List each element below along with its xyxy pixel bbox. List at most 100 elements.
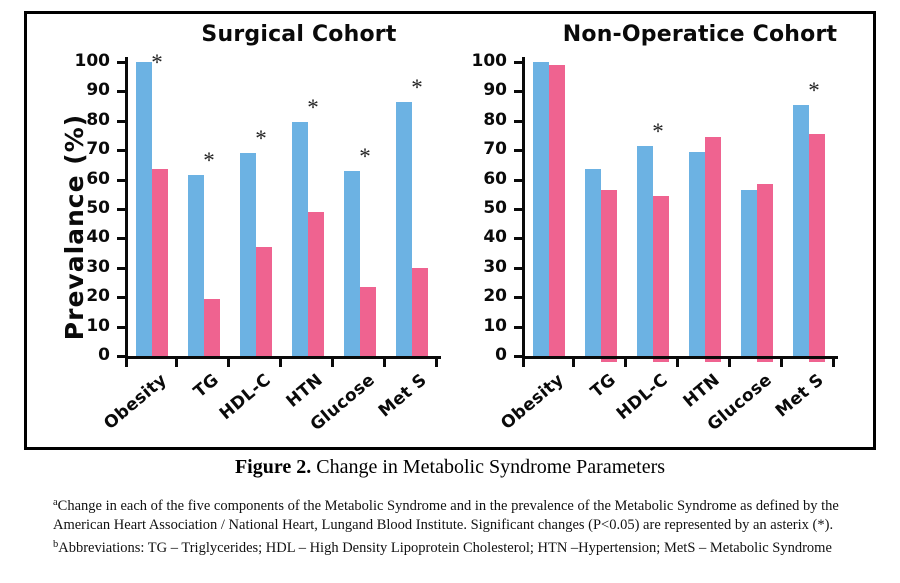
y-tick-label: 70 [483,139,507,160]
y-tick-label: 100 [74,51,111,71]
category-label: Met S [771,370,828,422]
y-tick-label: 80 [483,109,507,130]
category-label: HTN [282,370,327,412]
figure-caption: Figure 2. Change in Metabolic Syndrome P… [0,456,900,479]
y-axis-line [125,57,128,359]
bar-blue-met-s [793,105,809,356]
bar-blue-obesity [533,62,549,356]
significance-asterisk: * [411,74,423,100]
category-label: HDL-C [612,370,672,425]
y-tick-label: 50 [483,198,507,218]
y-tick-label: 0 [98,345,110,365]
y-tick-mark [117,149,125,153]
bar-pink-htn [705,137,721,362]
bar-blue-met-s [396,102,412,356]
bar-blue-glucose [741,190,757,356]
x-tick-mark [832,359,835,367]
significance-asterisk: * [203,148,215,174]
x-tick-mark [676,359,679,367]
significance-asterisk: * [307,95,319,121]
y-tick-mark [514,266,522,270]
y-tick-label: 100 [471,51,508,71]
y-tick-mark [514,325,522,329]
bar-blue-tg [188,175,204,356]
category-label: TG [586,370,620,403]
y-tick-mark [117,355,125,358]
significance-asterisk: * [359,143,371,169]
footnote-b-text: Abbreviations: TG – Triglycerides; HDL –… [58,540,832,556]
y-tick-label: 70 [86,139,110,160]
bar-blue-hdl-c [637,146,653,356]
significance-asterisk: * [151,50,163,75]
x-tick-mark [383,359,386,367]
y-tick-label: 60 [86,168,110,189]
category-label: HDL-C [215,370,275,425]
figure-caption-label: Figure 2. [234,456,312,478]
y-tick-mark [514,149,522,153]
y-tick-label: 10 [483,315,507,336]
y-tick-mark [117,296,125,300]
category-label: Glucose [703,370,776,436]
y-tick-label: 40 [483,227,507,248]
bar-pink-met-s [412,268,428,356]
chart-title: Surgical Cohort [201,22,397,47]
y-tick-label: 90 [86,80,110,101]
x-tick-mark [624,359,627,367]
y-tick-label: 90 [483,80,507,101]
y-tick-mark [514,119,522,123]
y-tick-mark [117,178,125,182]
y-tick-mark [117,266,125,270]
figure-footnotes: aChange in each of the five components o… [53,493,873,558]
y-tick-mark [514,90,522,94]
footnote-a-text-2: American Heart Association / National He… [53,517,834,533]
category-label: Obesity [497,370,568,434]
y-tick-label: 10 [86,315,110,336]
category-label: Obesity [100,370,171,434]
bar-pink-obesity [152,169,168,356]
y-tick-mark [514,296,522,300]
y-tick-mark [514,208,522,211]
category-label: Met S [374,370,431,422]
y-tick-mark [117,90,125,94]
y-axis-line [522,57,525,359]
y-tick-mark [514,178,522,182]
chart-title: Non-Operatice Cohort [562,22,838,47]
y-tick-label: 80 [86,109,110,130]
category-label: TG [189,370,223,403]
y-tick-mark [514,237,522,241]
bar-blue-glucose [344,171,360,356]
x-tick-mark [435,359,438,367]
bar-pink-hdl-c [256,247,272,356]
significance-asterisk: * [652,118,664,144]
y-tick-label: 60 [483,168,507,189]
bar-blue-tg [585,169,601,356]
y-tick-label: 0 [495,345,507,365]
bar-blue-htn [292,122,308,356]
x-tick-mark [780,359,783,367]
x-axis-line [522,356,838,359]
category-label: Glucose [306,370,379,436]
footnote-a-line-2: American Heart Association / National He… [53,516,873,535]
x-tick-mark [728,359,731,367]
footnote-a-superscript: a [53,497,58,508]
category-label: HTN [679,370,724,412]
significance-asterisk: * [255,126,267,152]
x-axis-line [125,356,441,359]
figure-caption-title: Change in Metabolic Syndrome Parameters [311,456,666,478]
bar-pink-glucose [360,287,376,356]
y-tick-label: 50 [86,198,110,218]
y-tick-label: 30 [483,256,507,277]
chart-non-operative-cohort: Non-Operatice Cohort 0 10 20 30 40 50 60 70 80 90… [472,22,838,435]
bar-pink-glucose [757,184,773,362]
chart-surgical-cohort: Surgical Cohort Prevalance (%) 0 10 20 30 40… [60,22,441,435]
y-tick-label: 40 [86,227,110,248]
bar-pink-tg [204,299,220,356]
x-tick-mark [175,359,178,367]
footnote-b-line: bAbbreviations: TG – Triglycerides; HDL … [53,535,873,558]
y-tick-mark [514,61,522,64]
y-tick-label: 20 [483,286,507,307]
footnote-a-line-1: aChange in each of the five components o… [53,493,873,516]
x-tick-mark [227,359,230,367]
x-tick-mark [522,359,525,367]
